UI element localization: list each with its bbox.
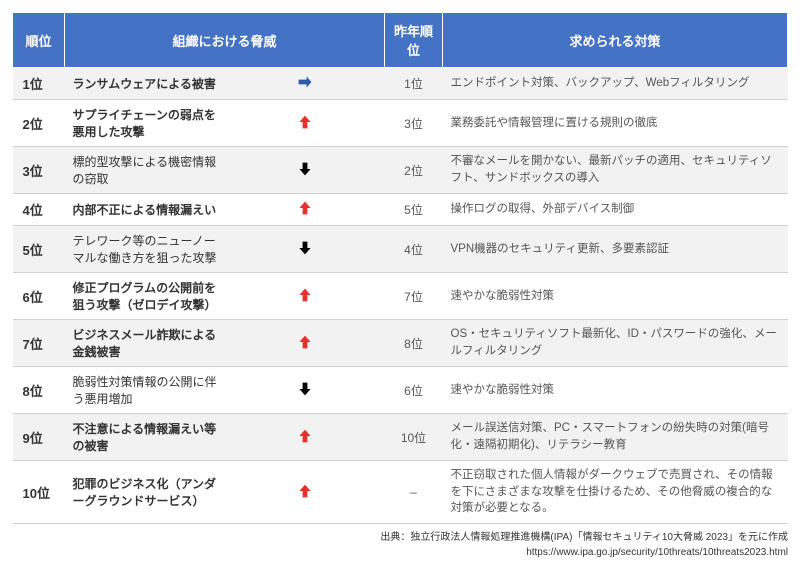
prev-rank-cell: 10位	[385, 414, 443, 461]
table-row: 9位不注意による情報漏えい等の被害 10位メール誤送信対策、PC・スマートフォンの…	[13, 414, 788, 461]
threat-cell: サプライチェーンの弱点を悪用した攻撃	[65, 100, 225, 147]
rank-cell: 6位	[13, 273, 65, 320]
citation-line1: 出典：独立行政法人情報処理推進機構(IPA)「情報セキュリティ10大脅威 202…	[12, 530, 788, 545]
countermeasure-cell: OS・セキュリティソフト最新化、ID・パスワードの強化、メールフィルタリング	[443, 320, 788, 367]
table-row: 8位脆弱性対策情報の公開に伴う悪用増加 6位速やかな脆弱性対策	[13, 367, 788, 414]
rank-cell: 5位	[13, 226, 65, 273]
trend-up-icon	[225, 194, 385, 226]
countermeasure-cell: 速やかな脆弱性対策	[443, 367, 788, 414]
threat-cell: 標的型攻撃による機密情報の窃取	[65, 147, 225, 194]
threat-cell: 不注意による情報漏えい等の被害	[65, 414, 225, 461]
prev-rank-cell: 3位	[385, 100, 443, 147]
countermeasure-cell: 不正窃取された個人情報がダークウェブで売買され、その情報を下にさまざまな攻撃を仕…	[443, 461, 788, 524]
threat-cell: 修正プログラムの公開前を狙う攻撃（ゼロデイ攻撃）	[65, 273, 225, 320]
table-row: 6位修正プログラムの公開前を狙う攻撃（ゼロデイ攻撃） 7位速やかな脆弱性対策	[13, 273, 788, 320]
countermeasure-cell: VPN機器のセキュリティ更新、多要素認証	[443, 226, 788, 273]
rank-cell: 7位	[13, 320, 65, 367]
rank-cell: 4位	[13, 194, 65, 226]
countermeasure-cell: 不審なメールを開かない、最新パッチの適用、セキュリティソフト、サンドボックスの導…	[443, 147, 788, 194]
threat-ranking-table: 順位 組織における脅威 昨年順位 求められる対策 1位ランサムウェアによる被害1…	[12, 12, 788, 524]
trend-up-icon	[225, 414, 385, 461]
prev-rank-cell: 8位	[385, 320, 443, 367]
table-row: 1位ランサムウェアによる被害1位エンドポイント対策、バックアップ、Webフィルタ…	[13, 68, 788, 100]
prev-rank-cell: 7位	[385, 273, 443, 320]
threat-cell: ビジネスメール詐欺による金銭被害	[65, 320, 225, 367]
trend-same-icon	[225, 68, 385, 100]
countermeasure-cell: エンドポイント対策、バックアップ、Webフィルタリング	[443, 68, 788, 100]
rank-cell: 3位	[13, 147, 65, 194]
trend-up-icon	[225, 461, 385, 524]
trend-down-icon	[225, 226, 385, 273]
threat-cell: 脆弱性対策情報の公開に伴う悪用増加	[65, 367, 225, 414]
prev-rank-cell: 6位	[385, 367, 443, 414]
header-rank: 順位	[13, 13, 65, 68]
table-row: 7位ビジネスメール詐欺による金銭被害 8位OS・セキュリティソフト最新化、ID・パ…	[13, 320, 788, 367]
trend-up-icon	[225, 100, 385, 147]
rank-cell: 10位	[13, 461, 65, 524]
threat-cell: 内部不正による情報漏えい	[65, 194, 225, 226]
table-row: 10位犯罪のビジネス化（アンダーグラウンドサービス） –不正窃取された個人情報がダ…	[13, 461, 788, 524]
rank-cell: 9位	[13, 414, 65, 461]
trend-up-icon	[225, 320, 385, 367]
threat-cell: 犯罪のビジネス化（アンダーグラウンドサービス）	[65, 461, 225, 524]
countermeasure-cell: 業務委託や情報管理に置ける規則の徹底	[443, 100, 788, 147]
table-row: 3位標的型攻撃による機密情報の窃取 2位不審なメールを開かない、最新パッチの適用、…	[13, 147, 788, 194]
countermeasure-cell: メール誤送信対策、PC・スマートフォンの紛失時の対策(暗号化・遠隔初期化)、リテ…	[443, 414, 788, 461]
countermeasure-cell: 操作ログの取得、外部デバイス制御	[443, 194, 788, 226]
trend-up-icon	[225, 273, 385, 320]
header-threat: 組織における脅威	[65, 13, 385, 68]
threat-cell: テレワーク等のニューノーマルな働き方を狙った攻撃	[65, 226, 225, 273]
table-row: 4位内部不正による情報漏えい 5位操作ログの取得、外部デバイス制御	[13, 194, 788, 226]
citation: 出典：独立行政法人情報処理推進機構(IPA)「情報セキュリティ10大脅威 202…	[12, 530, 788, 560]
prev-rank-cell: –	[385, 461, 443, 524]
rank-cell: 8位	[13, 367, 65, 414]
prev-rank-cell: 2位	[385, 147, 443, 194]
countermeasure-cell: 速やかな脆弱性対策	[443, 273, 788, 320]
header-row: 順位 組織における脅威 昨年順位 求められる対策	[13, 13, 788, 68]
citation-line2: https://www.ipa.go.jp/security/10threats…	[12, 545, 788, 560]
threat-cell: ランサムウェアによる被害	[65, 68, 225, 100]
prev-rank-cell: 5位	[385, 194, 443, 226]
prev-rank-cell: 4位	[385, 226, 443, 273]
prev-rank-cell: 1位	[385, 68, 443, 100]
rank-cell: 2位	[13, 100, 65, 147]
table-row: 5位テレワーク等のニューノーマルな働き方を狙った攻撃 4位VPN機器のセキュリティ…	[13, 226, 788, 273]
trend-down-icon	[225, 147, 385, 194]
table-row: 2位サプライチェーンの弱点を悪用した攻撃 3位業務委託や情報管理に置ける規則の徹底	[13, 100, 788, 147]
trend-down-icon	[225, 367, 385, 414]
header-prev: 昨年順位	[385, 13, 443, 68]
rank-cell: 1位	[13, 68, 65, 100]
header-counter: 求められる対策	[443, 13, 788, 68]
